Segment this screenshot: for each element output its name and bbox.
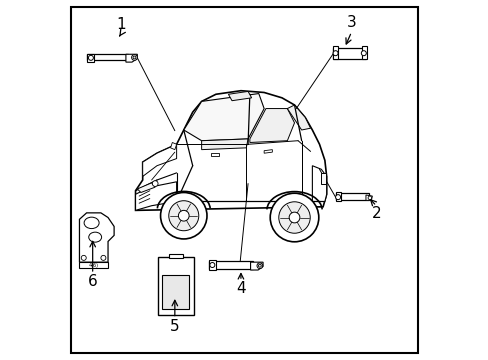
- Circle shape: [361, 51, 366, 56]
- Polygon shape: [80, 213, 114, 262]
- Circle shape: [332, 51, 337, 56]
- Polygon shape: [321, 173, 325, 184]
- Text: 6: 6: [88, 274, 98, 289]
- Polygon shape: [228, 91, 251, 101]
- Polygon shape: [142, 144, 176, 176]
- Circle shape: [81, 255, 86, 260]
- Polygon shape: [210, 153, 218, 156]
- Text: 4(6): 4(6): [88, 262, 99, 267]
- Circle shape: [131, 55, 137, 60]
- Circle shape: [209, 262, 214, 267]
- Polygon shape: [365, 195, 372, 201]
- Text: 2: 2: [371, 206, 381, 221]
- Polygon shape: [87, 54, 94, 62]
- Polygon shape: [162, 275, 189, 309]
- Polygon shape: [332, 48, 365, 59]
- Circle shape: [178, 210, 189, 221]
- Text: 3: 3: [346, 15, 356, 30]
- Circle shape: [101, 255, 106, 260]
- Circle shape: [133, 56, 136, 59]
- Ellipse shape: [88, 232, 102, 242]
- Circle shape: [258, 264, 261, 267]
- Polygon shape: [208, 261, 253, 269]
- Polygon shape: [201, 139, 247, 150]
- Polygon shape: [335, 192, 340, 202]
- Text: 4: 4: [236, 282, 245, 296]
- Circle shape: [270, 193, 318, 242]
- Circle shape: [88, 55, 93, 60]
- Circle shape: [168, 201, 198, 231]
- Text: 5: 5: [170, 319, 179, 334]
- Polygon shape: [170, 143, 176, 150]
- Polygon shape: [335, 193, 368, 201]
- Polygon shape: [287, 105, 310, 130]
- Polygon shape: [250, 262, 263, 270]
- Ellipse shape: [84, 217, 99, 229]
- Circle shape: [152, 181, 158, 186]
- Circle shape: [288, 212, 299, 223]
- Polygon shape: [137, 183, 155, 193]
- Polygon shape: [208, 260, 216, 270]
- Circle shape: [160, 193, 206, 239]
- Polygon shape: [264, 150, 272, 153]
- Circle shape: [335, 195, 340, 200]
- Polygon shape: [183, 94, 264, 141]
- Polygon shape: [135, 182, 176, 210]
- Polygon shape: [125, 54, 137, 62]
- Polygon shape: [80, 262, 108, 267]
- Circle shape: [257, 263, 262, 269]
- Polygon shape: [249, 109, 294, 143]
- Circle shape: [367, 196, 371, 200]
- Polygon shape: [168, 254, 183, 258]
- Polygon shape: [87, 54, 128, 60]
- Polygon shape: [332, 46, 337, 59]
- Polygon shape: [312, 166, 326, 202]
- Circle shape: [278, 202, 309, 233]
- Text: 1: 1: [116, 17, 126, 32]
- Polygon shape: [158, 257, 193, 315]
- Polygon shape: [135, 91, 326, 210]
- Polygon shape: [361, 46, 366, 59]
